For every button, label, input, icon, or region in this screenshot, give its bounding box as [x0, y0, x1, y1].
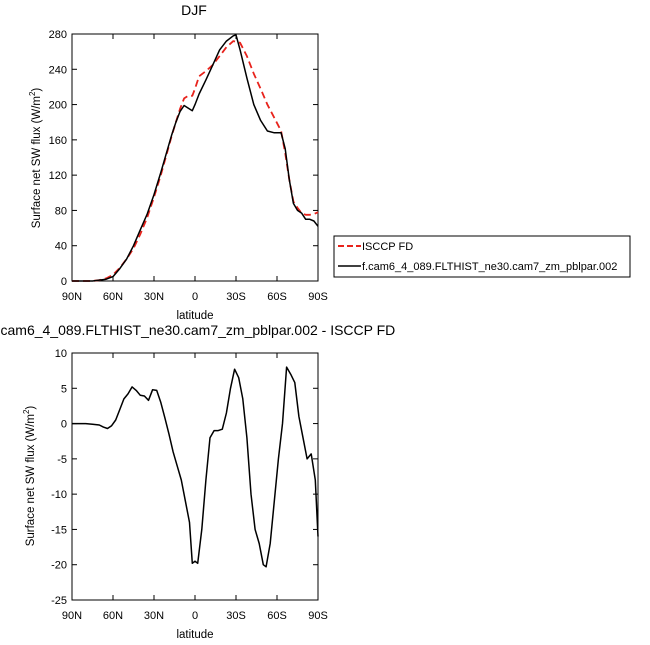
top-panel: DJF Surface net SW flux (W/m2) latitude …: [28, 2, 328, 322]
top-series-line-isccp: [72, 40, 319, 282]
bottom-y-tick-label: -10: [51, 489, 67, 501]
bottom-y-tick-label: -25: [51, 595, 67, 607]
bottom-x-tick-label: 60N: [103, 610, 123, 622]
bottom-x-tick-label: 0: [192, 610, 198, 622]
legend: ISCCP FD f.cam6_4_089.FLTHIST_ne30.cam7_…: [333, 235, 631, 278]
top-x-axis-label: latitude: [176, 310, 213, 322]
top-y-tick-label: 120: [49, 170, 67, 182]
top-plot-frame: [71, 33, 319, 282]
bottom-series-line-model: [72, 366, 319, 568]
top-y-axis-label-main: Surface net SW flux (W/m: [31, 96, 43, 228]
top-y-tick-label: 160: [49, 135, 67, 147]
top-y-tick-label: 280: [49, 29, 67, 41]
top-axis-ticks: 90N 60N 30N 0 30S 60S 90S 0 40 80 120 160 200 240 280: [49, 29, 328, 303]
top-x-tick-label: 30N: [144, 291, 164, 303]
top-x-tick-label: 60N: [103, 291, 123, 303]
bottom-x-tick-label: 60S: [267, 610, 287, 622]
bottom-x-tick-label: 30S: [226, 610, 246, 622]
bottom-y-tick-label: 10: [55, 348, 67, 360]
top-series-lines: [72, 34, 319, 282]
top-y-axis-label-superscript: 2: [28, 91, 37, 96]
bottom-y-axis-label-tail: ): [25, 406, 37, 410]
bottom-series-lines: [72, 366, 319, 568]
bottom-panel: f.cam6_4_089.FLTHIST_ne30.cam7_zm_pblpar…: [0, 322, 395, 641]
bottom-y-axis-label-main: Surface net SW flux (W/m: [25, 414, 37, 546]
bottom-panel-title: f.cam6_4_089.FLTHIST_ne30.cam7_zm_pblpar…: [0, 322, 395, 338]
legend-entry-isccp: ISCCP FD: [362, 241, 413, 253]
top-y-tick-label: 0: [61, 276, 67, 288]
top-y-axis-label-tail: ): [31, 88, 43, 92]
top-y-axis-label: Surface net SW flux (W/m2): [28, 88, 43, 229]
top-series-line-model: [72, 34, 319, 282]
bottom-y-tick-label: -5: [57, 454, 67, 466]
top-x-tick-label: 30S: [226, 291, 246, 303]
bottom-y-axis-label-superscript: 2: [22, 409, 31, 414]
top-y-tick-label: 80: [55, 205, 67, 217]
bottom-axis-ticks: 90N 60N 30N 0 30S 60S 90S 10 5 0 -5 -10 -15 -20 -25: [51, 348, 328, 622]
bottom-y-tick-label: -20: [51, 560, 67, 572]
top-panel-title: DJF: [181, 2, 207, 18]
top-x-tick-label: 0: [192, 291, 198, 303]
bottom-x-tick-label: 90S: [308, 610, 328, 622]
bottom-x-tick-label: 90N: [62, 610, 82, 622]
bottom-x-axis-label: latitude: [176, 629, 213, 641]
top-y-tick-label: 240: [49, 64, 67, 76]
bottom-plot-frame: [71, 352, 319, 601]
bottom-y-tick-label: 5: [61, 383, 67, 395]
bottom-y-tick-label: 0: [61, 419, 67, 431]
bottom-y-tick-label: -15: [51, 524, 67, 536]
top-y-tick-label: 40: [55, 241, 67, 253]
bottom-x-tick-label: 30N: [144, 610, 164, 622]
top-x-tick-label: 60S: [267, 291, 287, 303]
bottom-y-axis-label: Surface net SW flux (W/m2): [22, 406, 37, 547]
top-x-tick-label: 90S: [308, 291, 328, 303]
top-y-tick-label: 200: [49, 100, 67, 112]
legend-entry-model: f.cam6_4_089.FLTHIST_ne30.cam7_zm_pblpar…: [362, 261, 617, 273]
top-x-tick-label: 90N: [62, 291, 82, 303]
legend-box: [333, 235, 631, 278]
